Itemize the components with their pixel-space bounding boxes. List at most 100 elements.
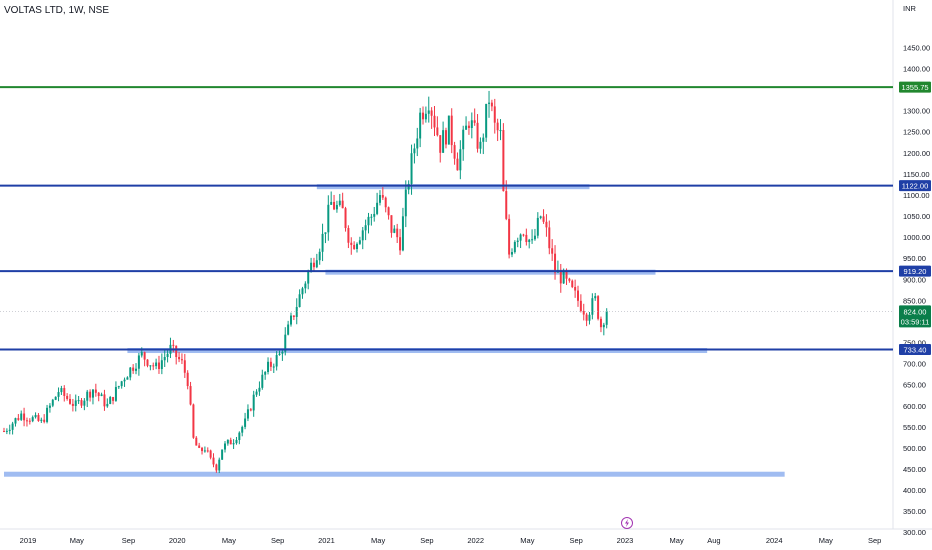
candle-body xyxy=(384,197,387,208)
candle-body xyxy=(381,195,384,198)
y-tick-label: 400.00 xyxy=(903,486,926,495)
candle-body xyxy=(97,392,100,397)
candle-body xyxy=(542,216,545,222)
x-tick-label: May xyxy=(222,536,236,545)
level-price-label: 919.20 xyxy=(904,267,927,276)
candle-body xyxy=(356,243,359,250)
x-tick-label: May xyxy=(819,536,833,545)
candle-body xyxy=(91,389,94,398)
candle-body xyxy=(407,183,410,190)
chart-title: VOLTAS LTD, 1W, NSE xyxy=(4,5,110,16)
candle-body xyxy=(490,102,493,107)
candle-body xyxy=(189,386,192,405)
candle-body xyxy=(528,239,531,243)
y-tick-label: 300.00 xyxy=(903,528,926,537)
candle-body xyxy=(536,217,539,236)
candle-body xyxy=(163,356,166,361)
candle-body xyxy=(476,122,479,149)
candle-body xyxy=(89,391,92,398)
y-tick-label: 1200.00 xyxy=(903,149,930,158)
candle-body xyxy=(126,377,129,380)
candle-body xyxy=(430,110,433,116)
candle-body xyxy=(401,216,404,251)
candle-body xyxy=(69,398,72,404)
candle-body xyxy=(155,362,158,367)
candle-body xyxy=(525,234,528,243)
y-tick-label: 1300.00 xyxy=(903,107,930,116)
candle-body xyxy=(467,125,470,129)
candle-body xyxy=(28,420,31,422)
x-tick-label: Sep xyxy=(569,536,582,545)
candle-body xyxy=(275,355,278,367)
candle-body xyxy=(226,439,229,444)
zone-band xyxy=(4,471,785,477)
level-price-badge xyxy=(899,81,931,93)
candle-body xyxy=(8,429,11,431)
y-tick-label: 350.00 xyxy=(903,507,926,516)
candle-body xyxy=(605,311,608,325)
candle-body xyxy=(404,189,407,217)
candle-body xyxy=(37,415,40,421)
level-price-label: 1122.00 xyxy=(902,182,929,191)
candle-body xyxy=(209,450,212,458)
candle-body xyxy=(533,235,536,240)
candle-body xyxy=(201,447,204,452)
candle-body xyxy=(135,368,138,371)
lightning-icon xyxy=(625,519,629,527)
candle-body xyxy=(485,103,488,138)
bar-countdown-label: 03:59:11 xyxy=(901,317,930,326)
candle-body xyxy=(298,294,301,308)
candle-body xyxy=(597,296,600,319)
candle-body xyxy=(370,216,373,218)
x-tick-label: 2019 xyxy=(20,536,37,545)
candle-body xyxy=(562,271,565,284)
candle-body xyxy=(244,418,247,427)
x-tick-label: Aug xyxy=(707,536,720,545)
candle-body xyxy=(559,270,562,284)
candle-body xyxy=(117,386,120,388)
candle-body xyxy=(80,400,83,406)
candle-body xyxy=(269,361,272,367)
candle-body xyxy=(272,366,275,368)
candle-body xyxy=(344,208,347,229)
y-tick-label: 550.00 xyxy=(903,423,926,432)
last-price-badge xyxy=(899,305,931,328)
candle-body xyxy=(206,450,209,452)
candle-body xyxy=(23,413,26,421)
candle-body xyxy=(565,271,568,279)
y-tick-label: 500.00 xyxy=(903,444,926,453)
candle-body xyxy=(594,296,597,299)
candle-body xyxy=(333,201,336,210)
candle-body xyxy=(195,437,198,446)
candle-body xyxy=(419,112,422,139)
candle-body xyxy=(422,112,425,120)
candle-body xyxy=(129,367,132,378)
candle-body xyxy=(43,419,46,422)
y-tick-label: 700.00 xyxy=(903,360,926,369)
candle-body xyxy=(246,409,249,419)
candle-body xyxy=(252,394,255,411)
candle-body xyxy=(396,228,399,238)
candle-body xyxy=(373,213,376,217)
candle-body xyxy=(186,372,189,387)
candle-body xyxy=(11,423,14,430)
candle-body xyxy=(157,362,160,370)
candle-body xyxy=(86,391,89,401)
candle-body xyxy=(459,149,462,171)
candle-body xyxy=(482,137,485,142)
candle-body xyxy=(602,324,605,328)
candle-body xyxy=(488,102,491,104)
candle-body xyxy=(585,314,588,321)
candle-body xyxy=(599,318,602,328)
candle-body xyxy=(267,361,270,372)
candle-body xyxy=(221,449,224,460)
candle-body xyxy=(103,394,106,407)
candle-body xyxy=(261,374,264,388)
candle-body xyxy=(183,360,186,373)
candle-body xyxy=(46,407,49,422)
candle-body xyxy=(376,202,379,214)
candle-body xyxy=(290,315,292,325)
y-tick-label: 750.00 xyxy=(903,339,926,348)
y-tick-label: 1050.00 xyxy=(903,212,930,221)
